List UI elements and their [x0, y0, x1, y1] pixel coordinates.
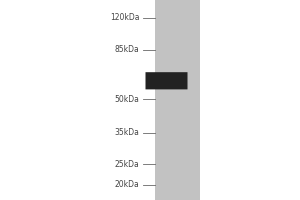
Text: 25kDa: 25kDa — [115, 160, 140, 169]
Text: 85kDa: 85kDa — [115, 45, 140, 54]
Bar — [0, 0, 154, 200]
Text: 20kDa: 20kDa — [115, 180, 140, 189]
Bar — [154, 0, 200, 200]
Text: 35kDa: 35kDa — [115, 128, 140, 137]
Text: 50kDa: 50kDa — [115, 95, 140, 104]
FancyBboxPatch shape — [146, 72, 188, 89]
Bar — [200, 0, 300, 200]
Text: 120kDa: 120kDa — [110, 13, 140, 22]
